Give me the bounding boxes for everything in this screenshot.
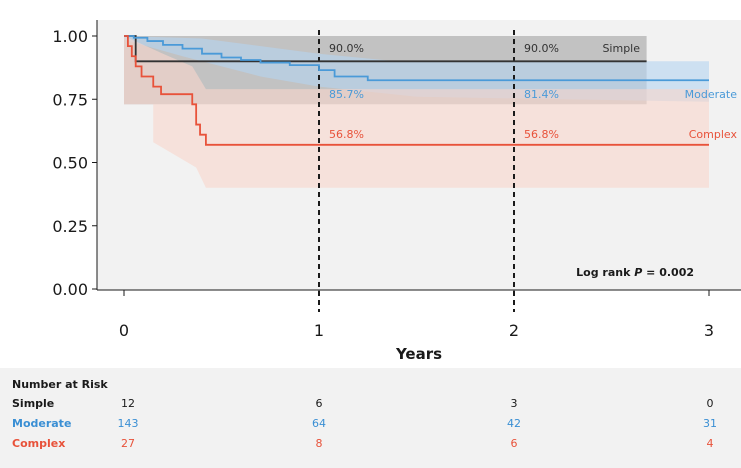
series-label-complex: Complex <box>689 128 738 141</box>
risk-table-title: Number at Risk <box>12 378 108 391</box>
axes: 0.00 0.25 0.50 0.75 1.00 0 1 2 3 <box>52 20 741 340</box>
risk-value: 27 <box>121 437 135 450</box>
pct-label-simple-year-1: 90.0% <box>329 42 364 55</box>
risk-value: 0 <box>706 397 714 410</box>
y-tick-label: 0.50 <box>52 154 88 173</box>
risk-row-name: Moderate <box>12 417 72 430</box>
curve-complex <box>124 35 709 146</box>
pct-label-moderate-year-2: 81.4% <box>524 88 559 101</box>
y-tick-label: 0.25 <box>52 217 88 236</box>
x-tick-label: 3 <box>704 321 714 340</box>
y-tick-label: 1.00 <box>52 27 88 46</box>
risk-value: 6 <box>510 437 518 450</box>
risk-value: 42 <box>507 417 521 430</box>
risk-value: 8 <box>315 437 323 450</box>
risk-row-simple: Simple 12 6 3 0 <box>0 397 741 413</box>
x-axis-label: Years <box>395 345 442 363</box>
curve-moderate <box>124 35 709 82</box>
x-tick-label: 0 <box>119 321 129 340</box>
pct-label-complex-year-1: 56.8% <box>329 128 364 141</box>
y-tick-label: 0.75 <box>52 90 88 109</box>
risk-row-name: Simple <box>12 397 55 410</box>
risk-row-complex: Complex 27 8 6 4 <box>0 437 741 453</box>
y-tick-label: 0.00 <box>52 280 88 299</box>
number-at-risk-table: Number at Risk Simple 12 6 3 0 Moderate 143 64 4… <box>0 368 741 468</box>
risk-value: 3 <box>510 397 518 410</box>
risk-value: 31 <box>703 417 717 430</box>
log-rank-annotation: Log rank P = 0.002 <box>576 266 694 279</box>
reference-lines <box>318 30 515 312</box>
pct-label-complex-year-2: 56.8% <box>524 128 559 141</box>
x-tick-label: 2 <box>509 321 519 340</box>
risk-row-name: Complex <box>12 437 66 450</box>
ci-band-moderate <box>124 36 709 102</box>
pct-label-moderate-year-1: 85.7% <box>329 88 364 101</box>
log-rank-text: Log rank <box>576 266 631 279</box>
x-tick-label: 1 <box>314 321 324 340</box>
curve-labels: 90.0% 90.0% 85.7% 81.4% 56.8% 56.8% Simple Mode… <box>329 42 737 141</box>
risk-value: 143 <box>117 417 139 430</box>
risk-value: 4 <box>706 437 714 450</box>
risk-value: 12 <box>121 397 135 410</box>
series-label-simple: Simple <box>602 42 640 55</box>
ci-band-complex <box>124 36 709 188</box>
risk-row-moderate: Moderate 143 64 42 31 <box>0 417 741 433</box>
risk-value: 64 <box>312 417 326 430</box>
log-rank-value: = 0.002 <box>646 266 694 279</box>
confidence-bands <box>124 36 709 188</box>
km-chart: 90.0% 90.0% 85.7% 81.4% 56.8% 56.8% Simple Mode… <box>52 20 741 363</box>
log-rank-p: P <box>634 266 642 279</box>
pct-label-simple-year-2: 90.0% <box>524 42 559 55</box>
series-label-moderate: Moderate <box>685 88 738 101</box>
risk-value: 6 <box>315 397 323 410</box>
survival-curves <box>124 35 709 146</box>
